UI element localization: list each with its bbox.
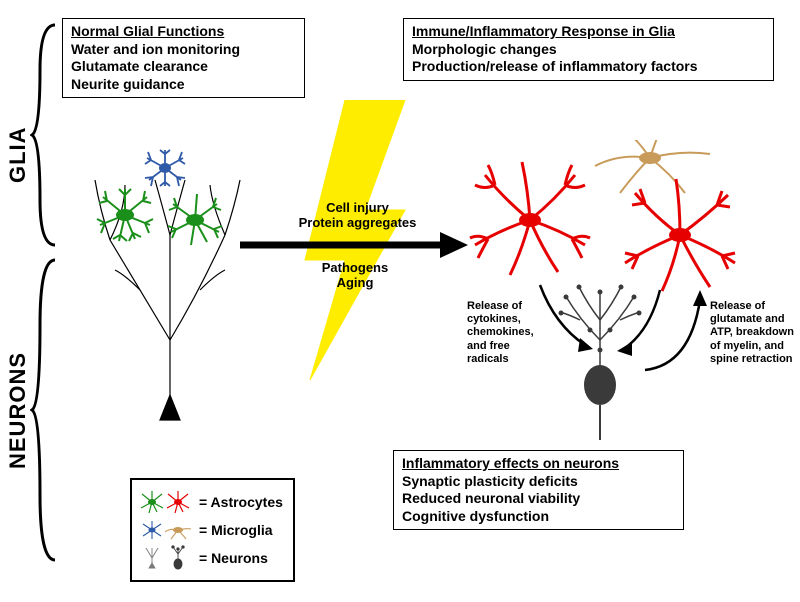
heading-normal-glia: Normal Glial Functions <box>71 23 224 39</box>
main-arrow-icon <box>240 230 470 260</box>
heading-neuron-effects: Inflammatory effects on neurons <box>402 455 619 471</box>
line-immune-0: Morphologic changes <box>412 41 557 57</box>
neuron-dark-icon <box>559 285 642 441</box>
legend-row-neurons: = Neurons <box>138 544 283 572</box>
neuron-arrow-up-icon <box>645 290 707 370</box>
healthy-cells-illustration <box>70 140 270 430</box>
side-label-glia: GLIA <box>5 90 31 220</box>
legend-microglia-label: = Microglia <box>199 522 273 538</box>
trigger-bottom-label: Pathogens Aging <box>290 260 420 290</box>
box-neuron-effects: Inflammatory effects on neurons Synaptic… <box>393 450 684 530</box>
side-label-neurons: NEURONS <box>5 300 31 520</box>
line-neuron-1: Reduced neuronal viability <box>402 490 580 506</box>
line-neuron-2: Cognitive dysfunction <box>402 508 549 524</box>
trigger-top-label: Cell injury Protein aggregates <box>285 200 430 230</box>
heading-immune: Immune/Inflammatory Response in Glia <box>412 23 675 39</box>
box-normal-glial-functions: Normal Glial Functions Water and ion mon… <box>62 18 305 98</box>
microglia-blue-icon <box>145 150 185 186</box>
effect-left-label: Release of cytokines, chemokines, and fr… <box>467 300 547 366</box>
brace-glia <box>30 20 60 250</box>
line-normal-glia-0: Water and ion monitoring <box>71 41 240 57</box>
legend-row-microglia: = Microglia <box>138 518 283 542</box>
line-neuron-0: Synaptic plasticity deficits <box>402 473 578 489</box>
inflamed-cells-illustration <box>460 140 770 450</box>
microglia-tan-icon <box>595 140 710 193</box>
legend-row-astrocytes: = Astrocytes <box>138 488 283 516</box>
astrocyte-red-icon <box>470 162 735 291</box>
box-immune-response: Immune/Inflammatory Response in Glia Mor… <box>403 18 774 81</box>
legend-box: = Astrocytes = Microglia = Neurons <box>130 478 295 582</box>
effect-right-label: Release of glutamate and ATP, breakdown … <box>710 300 795 366</box>
line-immune-1: Production/release of inflammatory facto… <box>412 58 698 74</box>
legend-astro-label: = Astrocytes <box>199 494 283 510</box>
brace-neurons <box>30 255 60 565</box>
line-normal-glia-1: Glutamate clearance <box>71 58 208 74</box>
legend-neurons-label: = Neurons <box>199 550 268 566</box>
line-normal-glia-2: Neurite guidance <box>71 76 185 92</box>
effect-arrow-right-icon <box>617 290 660 356</box>
